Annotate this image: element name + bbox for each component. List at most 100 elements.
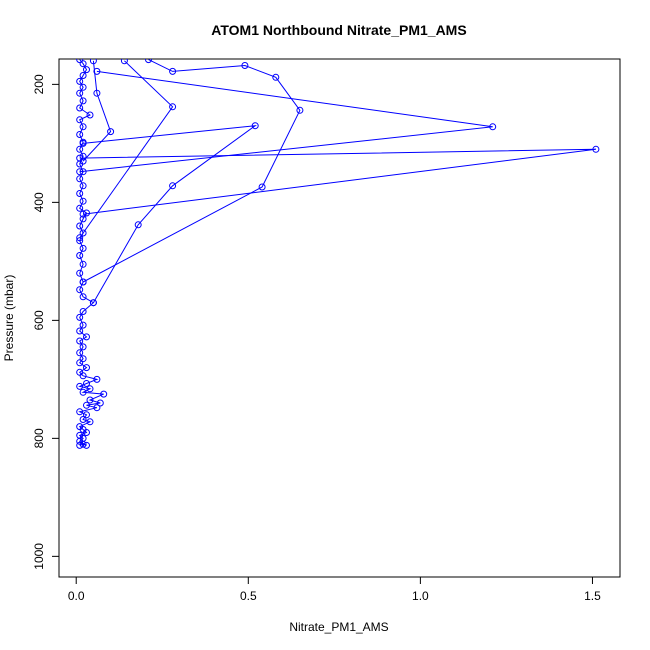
data-point (93, 404, 101, 412)
data-point (86, 396, 94, 404)
data-point (79, 388, 87, 396)
data-point (79, 152, 87, 160)
data-point (76, 204, 84, 212)
data-point (76, 359, 84, 367)
data-point (592, 145, 600, 153)
data-point (79, 229, 87, 237)
data-point (86, 385, 94, 393)
y-tick-label: 800 (32, 428, 46, 448)
data-point (76, 168, 84, 176)
data-point (251, 122, 259, 130)
data-point (76, 222, 84, 230)
data-point (79, 157, 87, 165)
x-tick-label: 1.5 (584, 589, 601, 603)
data-point (86, 418, 94, 426)
series-line-6 (79, 60, 174, 239)
data-point (169, 67, 177, 75)
data-point (83, 380, 90, 387)
series-line-4 (82, 59, 301, 283)
x-tick-label: 0.0 (68, 589, 85, 603)
data-point (89, 59, 97, 65)
data-point (76, 252, 84, 259)
data-point (79, 215, 87, 223)
y-axis-label: Pressure (mbar) (2, 275, 16, 362)
data-point (76, 382, 84, 390)
data-point (86, 111, 94, 119)
data-point (93, 67, 101, 75)
data-point (76, 89, 84, 97)
data-point (76, 337, 84, 345)
data-point (76, 77, 84, 85)
data-point (272, 73, 280, 81)
data-point (76, 408, 84, 416)
data-point (83, 401, 90, 409)
data-point (79, 139, 87, 147)
data-point (79, 72, 87, 79)
data-point (76, 286, 84, 294)
data-point (76, 145, 84, 153)
data-point (100, 390, 108, 398)
series-line-1 (78, 59, 104, 446)
x-tick-label: 0.5 (240, 589, 257, 603)
data-point (76, 104, 84, 112)
series-line-7 (82, 60, 112, 162)
data-point (76, 59, 84, 64)
data-point (76, 234, 84, 242)
data-point (79, 197, 87, 205)
data-point (76, 175, 84, 183)
data-point (96, 399, 104, 407)
data-point (79, 123, 87, 131)
data-point (76, 327, 84, 335)
data-point (83, 333, 90, 341)
data-point (79, 182, 87, 190)
data-point (79, 355, 87, 363)
data-point (79, 244, 87, 252)
data-point (83, 364, 90, 372)
data-point (76, 131, 84, 138)
x-axis: 0.0 0.5 1.0 1.5 (68, 577, 601, 603)
y-tick-label: 400 (32, 192, 46, 212)
data-point (107, 128, 115, 136)
data-point (93, 375, 101, 383)
data-point (79, 416, 87, 423)
data-point (145, 59, 152, 64)
series-line-5 (83, 125, 257, 303)
x-axis-label: Nitrate_PM1_AMS (289, 620, 388, 634)
x-tick-label: 1.0 (412, 589, 429, 603)
data-point (79, 83, 87, 91)
data-point (169, 182, 177, 190)
data-point (79, 321, 87, 329)
data-point (258, 183, 266, 191)
plot-area (76, 59, 600, 449)
data-point (83, 411, 90, 419)
data-point (76, 190, 84, 197)
data-point (76, 269, 84, 277)
plot-frame (58, 58, 621, 578)
data-point (120, 59, 128, 65)
y-axis: 200 400 600 800 1000 (32, 74, 59, 570)
data-point (76, 431, 84, 439)
data-point (489, 123, 497, 131)
data-point (79, 278, 87, 286)
data-point (296, 106, 304, 114)
y-tick-label: 600 (32, 310, 46, 330)
data-point (134, 221, 142, 229)
data-point (76, 423, 84, 431)
series-line-2 (79, 148, 596, 215)
data-point (83, 66, 90, 74)
y-tick-label: 1000 (32, 543, 46, 570)
data-point (76, 116, 84, 124)
data-point (93, 89, 101, 97)
data-point (169, 103, 177, 111)
data-point (76, 313, 84, 321)
data-point (89, 299, 97, 307)
y-tick-label: 200 (32, 74, 46, 94)
data-point (79, 97, 87, 105)
data-point (76, 368, 84, 376)
data-point (76, 441, 84, 449)
data-point (79, 210, 87, 218)
data-point (79, 60, 87, 68)
series-line-3 (79, 70, 493, 173)
